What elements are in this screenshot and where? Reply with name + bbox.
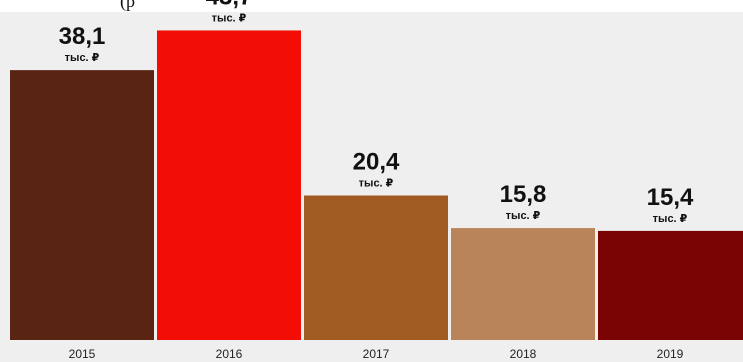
top-fragment-text: (р [120, 0, 135, 11]
bar-2016 [157, 30, 301, 340]
x-tick-2016: 2016 [216, 347, 243, 361]
unit-label-2015: тыс. ₽ [65, 52, 100, 64]
x-tick-2017: 2017 [363, 347, 390, 361]
bars-group [10, 30, 743, 340]
value-label-2017: 20,4 [353, 149, 400, 176]
value-label-2018: 15,8 [500, 181, 547, 208]
value-label-2016: 43,7 [206, 0, 253, 10]
labels-group: 38,1 тыс. ₽ 2015 43,7 тыс. ₽ 2016 20,4 тыс. ₽ 20… [59, 0, 694, 361]
value-label-2019: 15,4 [647, 184, 694, 211]
x-tick-2019: 2019 [657, 347, 684, 361]
top-text-fragment: (р [0, 0, 743, 12]
bar-2017 [304, 195, 448, 340]
bar-2018 [451, 228, 595, 340]
unit-label-2018: тыс. ₽ [506, 210, 541, 222]
x-tick-2018: 2018 [510, 347, 537, 361]
value-label-2015: 38,1 [59, 23, 106, 50]
unit-label-2017: тыс. ₽ [359, 178, 394, 190]
bar-2019 [598, 230, 743, 340]
unit-label-2019: тыс. ₽ [653, 213, 688, 225]
unit-label-2016: тыс. ₽ [212, 12, 247, 24]
x-tick-2015: 2015 [69, 347, 96, 361]
bar-2015 [10, 70, 154, 340]
